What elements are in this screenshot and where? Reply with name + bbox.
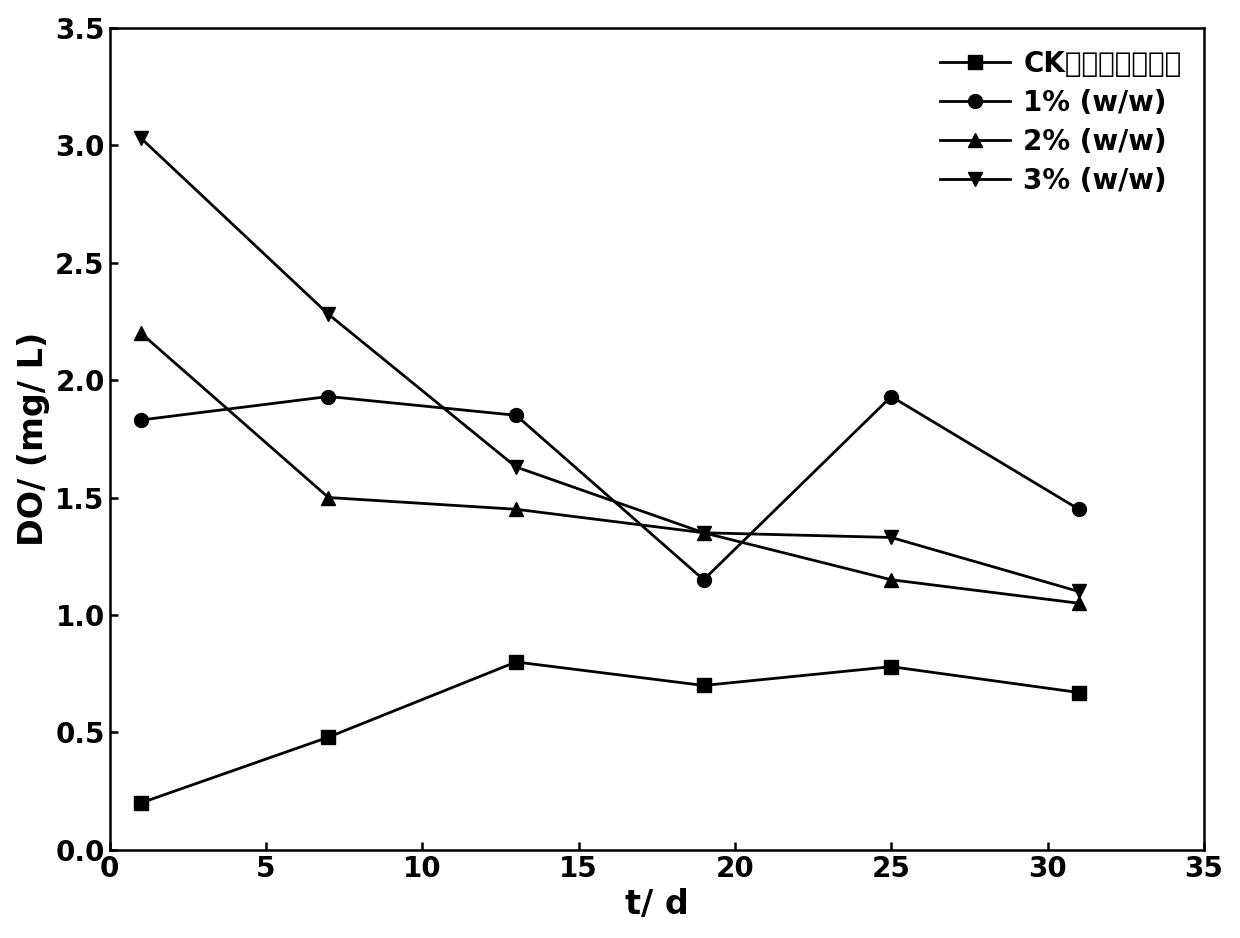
1% (w/w)	[696, 574, 711, 585]
2% (w/w)	[884, 574, 899, 585]
1% (w/w)	[321, 391, 336, 402]
CK（空白对照组）	[321, 732, 336, 743]
1% (w/w)	[508, 410, 523, 421]
Line: 1% (w/w): 1% (w/w)	[134, 389, 1086, 586]
3% (w/w)	[696, 527, 711, 538]
1% (w/w)	[884, 391, 899, 402]
Y-axis label: DO/ (mg/ L): DO/ (mg/ L)	[16, 332, 50, 546]
2% (w/w)	[696, 527, 711, 538]
3% (w/w)	[1071, 586, 1086, 598]
2% (w/w)	[321, 492, 336, 503]
2% (w/w)	[134, 327, 149, 339]
1% (w/w)	[1071, 504, 1086, 515]
CK（空白对照组）	[884, 661, 899, 673]
3% (w/w)	[134, 132, 149, 144]
Line: 3% (w/w): 3% (w/w)	[134, 131, 1086, 598]
3% (w/w)	[508, 461, 523, 473]
CK（空白对照组）	[1071, 687, 1086, 698]
3% (w/w)	[321, 309, 336, 320]
CK（空白对照组）	[508, 657, 523, 668]
2% (w/w)	[508, 504, 523, 515]
2% (w/w)	[1071, 598, 1086, 609]
3% (w/w)	[884, 532, 899, 543]
CK（空白对照组）	[696, 680, 711, 691]
CK（空白对照组）	[134, 797, 149, 809]
X-axis label: t/ d: t/ d	[625, 888, 688, 921]
Line: CK（空白对照组）: CK（空白对照组）	[134, 655, 1086, 809]
Legend: CK（空白对照组）, 1% (w/w), 2% (w/w), 3% (w/w): CK（空白对照组）, 1% (w/w), 2% (w/w), 3% (w/w)	[931, 41, 1190, 204]
Line: 2% (w/w): 2% (w/w)	[134, 326, 1086, 611]
1% (w/w)	[134, 415, 149, 426]
